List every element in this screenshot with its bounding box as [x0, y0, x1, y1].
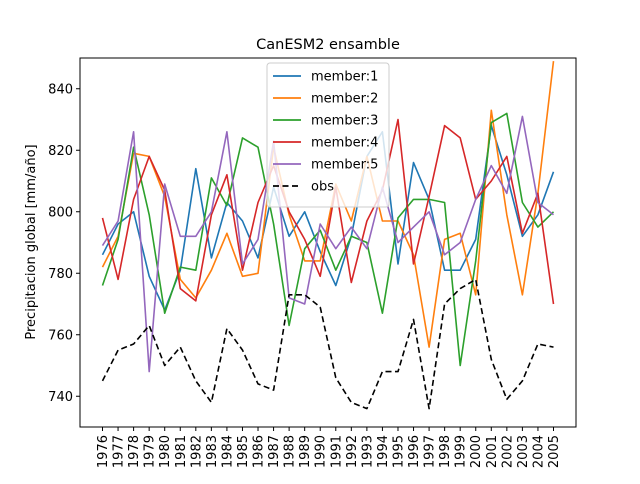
y-tick-label: 840 [48, 82, 73, 97]
x-tick-label: 1979 [143, 435, 158, 468]
x-tick-label: 1980 [158, 435, 173, 468]
x-tick-label: 1989 [298, 435, 313, 468]
plot-layer [101, 61, 555, 410]
x-tick-label: 1997 [423, 435, 438, 468]
x-tick-label: 1996 [407, 435, 422, 468]
legend-label: member:3 [311, 114, 378, 129]
x-tick-label: 1977 [112, 435, 127, 468]
x-tick-label: 1999 [454, 435, 469, 468]
x-tick-label: 1992 [345, 435, 360, 468]
legend-label: member:2 [311, 92, 378, 107]
series-line-member-2 [101, 61, 555, 348]
y-tick-label: 760 [48, 328, 73, 343]
x-tick-label: 1993 [360, 435, 375, 468]
y-tick-label: 780 [48, 267, 73, 282]
plot-frame [79, 57, 577, 428]
series-line-member-5 [101, 115, 554, 373]
x-tick-label: 2002 [500, 435, 515, 468]
series-line-member-4 [101, 118, 555, 305]
x-tick-label: 1982 [189, 435, 204, 468]
series-line-obs [101, 278, 554, 410]
x-tick-label: 2004 [531, 435, 546, 468]
x-tick-label: 1976 [96, 435, 111, 468]
x-tick-label: 1978 [127, 435, 142, 468]
legend-label: obs [311, 180, 334, 195]
x-tick-label: 1985 [236, 435, 251, 468]
y-tick-label: 820 [48, 144, 73, 159]
legend-label: member:1 [311, 70, 378, 85]
x-tick-label: 1984 [220, 435, 235, 468]
x-axis: 1976 1977 1978 1979 1980 1981 1982 1983 1984 1985… [96, 427, 562, 468]
x-tick-label: 2003 [516, 435, 531, 468]
x-tick-label: 1990 [314, 435, 329, 468]
y-axis: 740 760 780 800 820 840 [48, 82, 80, 405]
x-tick-label: 2001 [485, 435, 500, 468]
legend-label: member:4 [311, 136, 378, 151]
x-tick-label: 1998 [438, 435, 453, 468]
x-tick-label: 2000 [469, 435, 484, 468]
x-tick-label: 1987 [267, 435, 282, 468]
x-tick-label: 2005 [547, 435, 562, 468]
y-axis-label: Precipitacion global [mm/año] [24, 144, 39, 339]
y-tick-label: 740 [48, 390, 73, 405]
x-tick-label: 1981 [174, 435, 189, 468]
x-tick-label: 1994 [376, 435, 391, 468]
y-tick-label: 800 [48, 205, 73, 220]
legend: member:1 member:2 member:3 member:4 member:5… [266, 62, 390, 208]
x-tick-label: 1988 [283, 435, 298, 468]
legend-box [266, 62, 390, 208]
x-tick-label: 1995 [392, 435, 407, 468]
x-tick-label: 1991 [329, 435, 344, 468]
legend-label: member:5 [311, 158, 378, 173]
chart-title: CanESM2 ensamble [256, 37, 400, 53]
x-tick-label: 1983 [205, 435, 220, 468]
x-tick-label: 1986 [252, 435, 267, 468]
